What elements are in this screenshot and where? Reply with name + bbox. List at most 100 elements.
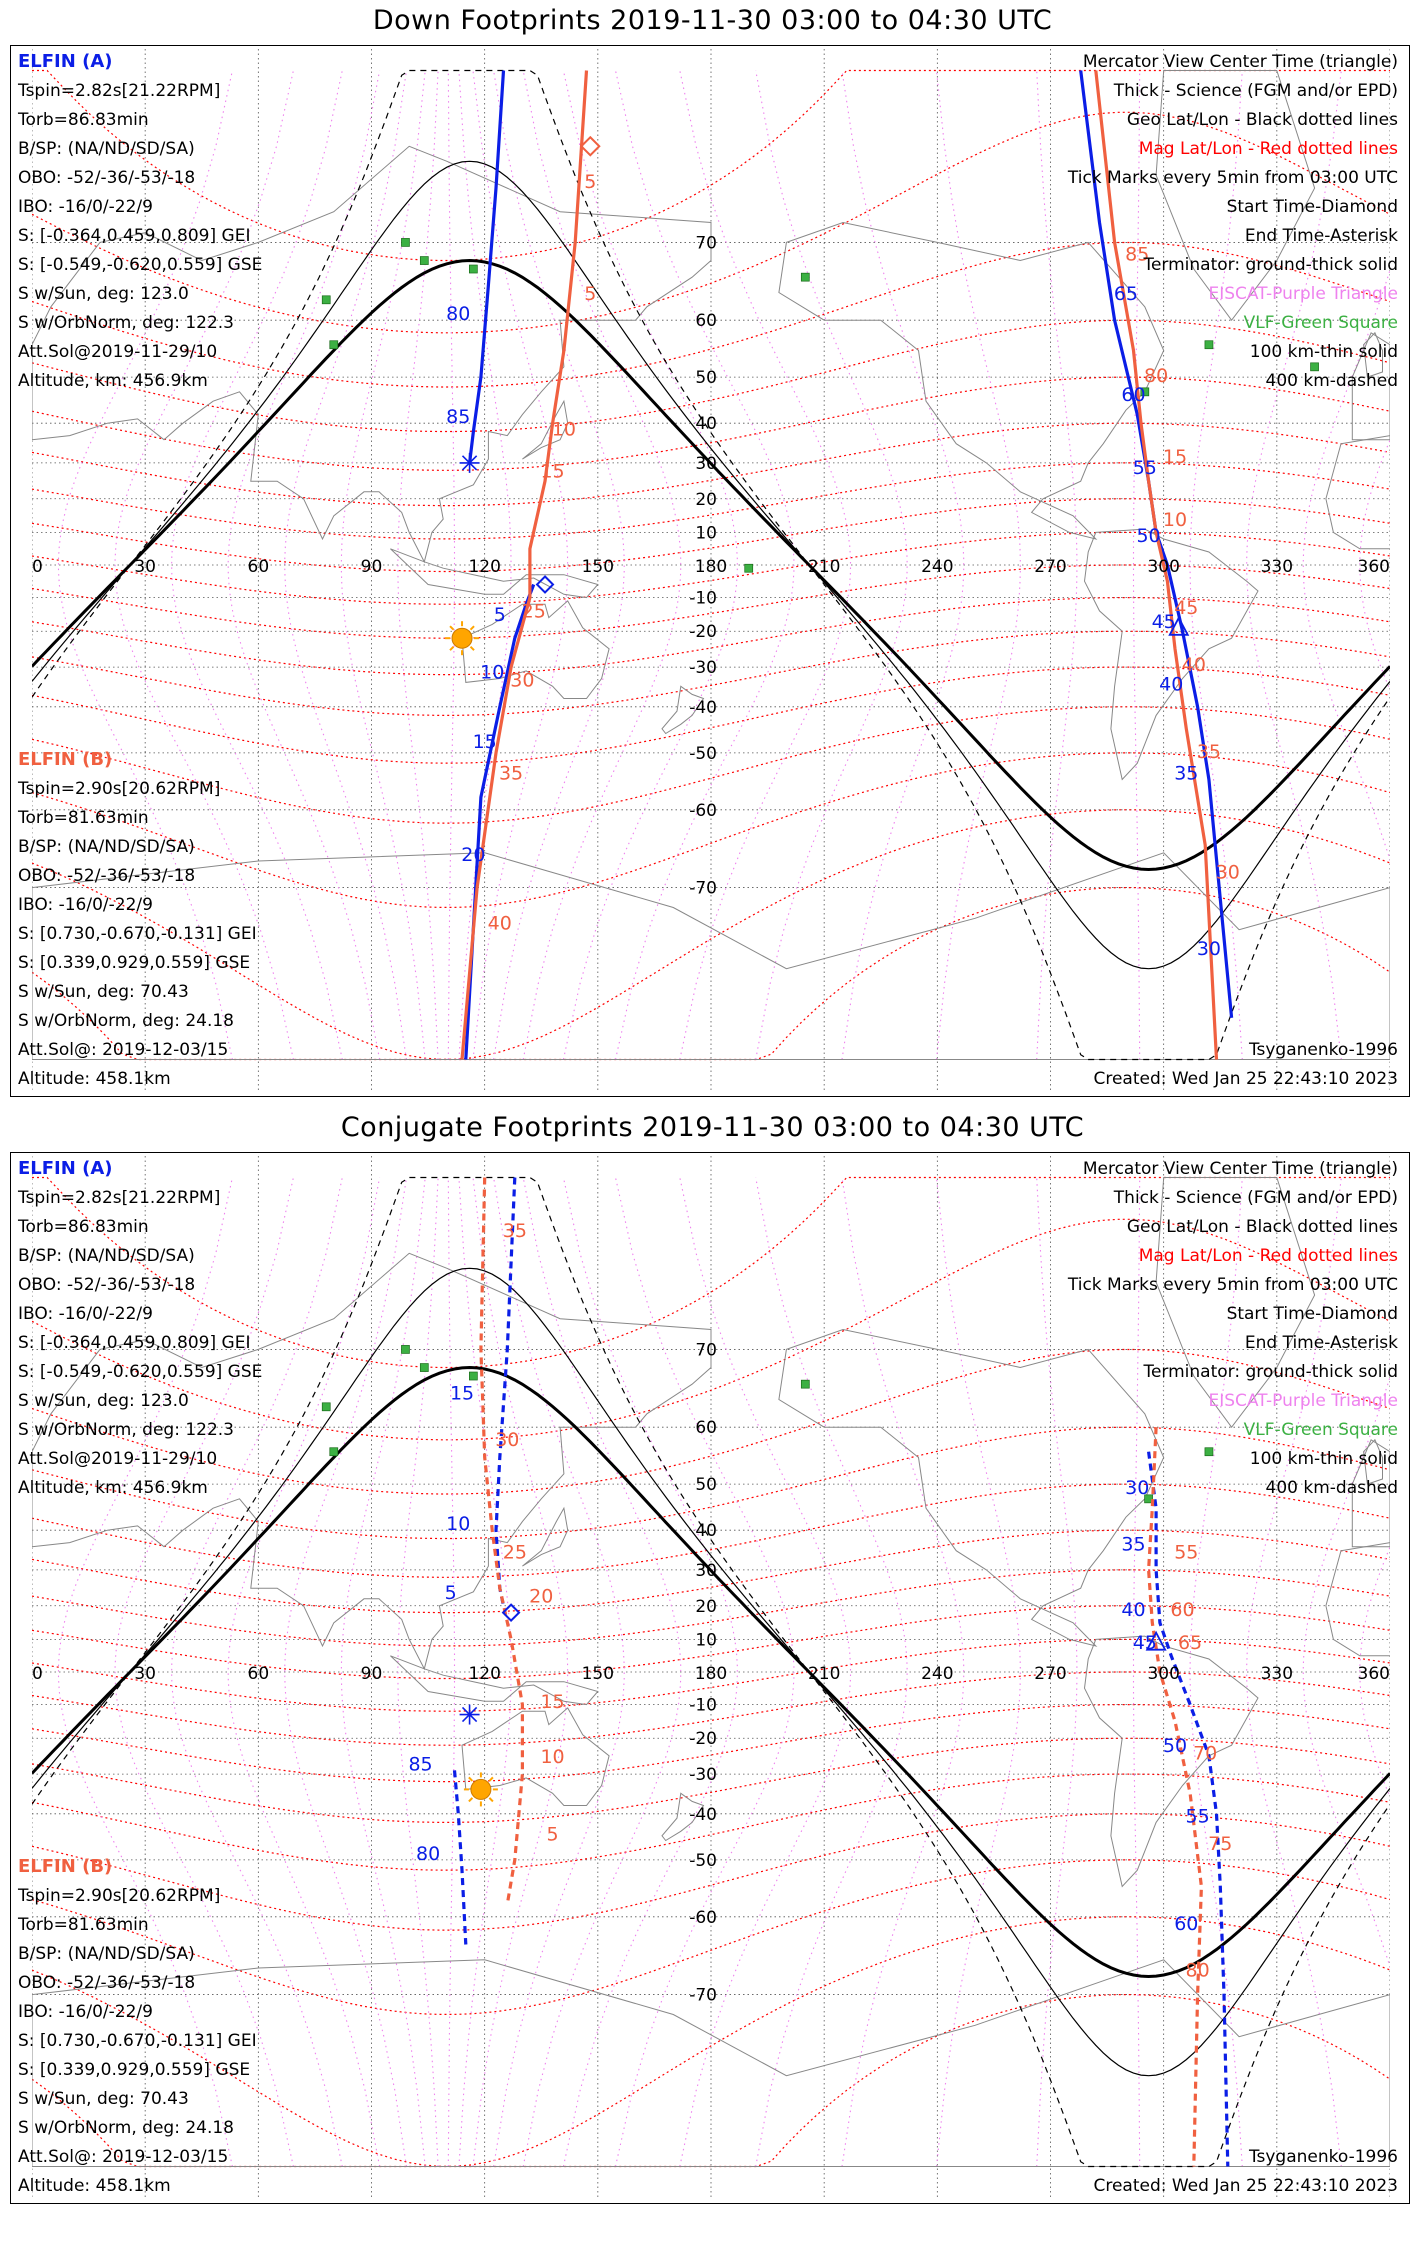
mag-longitude-line	[472, 70, 569, 1060]
mag-latitude-line	[32, 422, 1390, 507]
longitude-label: 270	[1034, 557, 1066, 577]
latitude-label: -60	[689, 1908, 717, 1928]
latitude-label: 30	[695, 454, 717, 474]
vlf-station-marker	[1310, 362, 1319, 372]
elfin-a-info-line: Altitude, km: 456.9km	[18, 1478, 208, 1498]
elfin-a-heading: ELFIN (A)	[18, 51, 112, 72]
legend-line: End Time-Asterisk	[1245, 226, 1398, 246]
elfin-b-info-line: S w/OrbNorm, deg: 24.18	[18, 2118, 234, 2138]
elfin-b-tick-label: 5	[584, 171, 596, 193]
mag-latitude-line	[32, 376, 1390, 471]
down-map: 8085510152065605550454035305510152530354…	[17, 49, 1398, 1091]
sun-ray	[469, 645, 475, 651]
latitude-label: -30	[689, 658, 717, 678]
latitude-label: 30	[695, 1561, 717, 1581]
elfin-a-tick-label: 5	[494, 604, 506, 626]
elfin-a-info-line: OBO: -52/-36/-53/-18	[18, 168, 195, 188]
longitude-label: 0	[32, 557, 43, 577]
longitude-label: 360	[1358, 1664, 1390, 1684]
mag-longitude-line	[614, 1177, 795, 2167]
legend-line: Mercator View Center Time (triangle)	[1083, 1159, 1398, 1179]
mag-longitude-line	[1036, 1177, 1078, 2167]
view-center-triangle	[1168, 615, 1190, 636]
elfin-b-tick-label: 30	[495, 1429, 519, 1451]
mag-longitude-line	[614, 70, 795, 1060]
elfin-b-tick-label: 10	[552, 419, 576, 441]
elfin-b-tick-label: 15	[1163, 446, 1187, 468]
elfin-b-tick-label: 20	[529, 1585, 553, 1607]
mag-latitude-line	[32, 1348, 1390, 1495]
longitude-label: 210	[808, 557, 840, 577]
elfin-a-tick-label: 55	[1186, 1805, 1210, 1827]
elfin-a-info-line: S w/OrbNorm, deg: 122.3	[18, 1420, 234, 1440]
mag-longitude-line	[447, 70, 456, 1060]
coastline	[522, 399, 569, 460]
mag-longitude-line	[1036, 70, 1078, 1060]
coastline	[661, 685, 705, 735]
elfin-a-info-line: B/SP: (NA/ND/SD/SA)	[18, 139, 195, 159]
elfin-b-heading: ELFIN (B)	[18, 1856, 112, 1877]
mag-latitude-line	[32, 752, 1390, 908]
mag-longitude-line	[447, 1177, 456, 2167]
vlf-station-marker	[1140, 387, 1150, 397]
longitude-label: 300	[1147, 1664, 1179, 1684]
coastline	[1325, 435, 1390, 550]
legend-line: Tick Marks every 5min from 03:00 UTC	[1067, 1275, 1398, 1295]
map-clip-group: 1510585803035404550556035302520151055560…	[32, 1156, 1390, 2198]
coastline	[1363, 331, 1383, 378]
elfin-b-tick-label: 55	[1174, 1541, 1198, 1563]
elfin-b-info-line: S w/OrbNorm, deg: 24.18	[18, 1011, 234, 1031]
elfin-a-info-line: IBO: -16/0/-22/9	[18, 197, 153, 217]
longitude-label: 360	[1358, 557, 1390, 577]
latitude-label: 10	[695, 523, 717, 543]
longitude-label: 210	[808, 1664, 840, 1684]
elfin-b-tick-label: 35	[503, 1220, 527, 1242]
elfin-a-info-line: S: [-0.549,-0.620,0.559] GSE	[18, 255, 262, 275]
elfin-b-tick-label: 30	[510, 669, 534, 691]
vlf-station-marker	[744, 563, 754, 573]
coastline	[1155, 70, 1316, 322]
latitude-label: -20	[689, 1729, 717, 1749]
legend-line: Geo Lat/Lon - Black dotted lines	[1127, 110, 1398, 130]
mag-latitude-line	[32, 1916, 1390, 2167]
mag-latitude-line	[32, 1859, 1390, 2015]
elfin-a-info-line: Att.Sol@2019-11-29/10	[18, 1449, 217, 1469]
mag-latitude-line	[32, 1569, 1390, 1647]
latitude-label: 50	[695, 368, 717, 388]
legend-line: EISCAT-Purple Triangle	[1208, 1391, 1398, 1411]
terminator-100km	[32, 160, 1390, 970]
coastline	[1155, 1177, 1316, 1429]
latitude-label: -50	[689, 1851, 717, 1871]
elfin-a-info-line: S: [-0.364,0.459,0.809] GEI	[18, 1333, 250, 1353]
elfin-b-info-line: Torb=81.63min	[17, 1915, 149, 1935]
coastline	[32, 852, 1390, 1060]
elfin-b-tick-label: 30	[1216, 861, 1240, 883]
longitude-label: 240	[921, 1664, 953, 1684]
longitude-label: 60	[248, 557, 270, 577]
vlf-station-marker	[321, 295, 331, 305]
legend-line: Start Time-Diamond	[1227, 1304, 1398, 1324]
latitude-label: 60	[695, 1418, 717, 1438]
mag-longitude-line	[1246, 1177, 1342, 2167]
vlf-station-marker	[401, 238, 410, 247]
mag-longitude-line	[1132, 70, 1141, 1060]
latitude-label: -60	[689, 801, 717, 821]
elfin-b-tick-label: 40	[488, 913, 512, 935]
elfin-b-info-line: S: [0.730,-0.670,-0.131] GEI	[18, 2031, 257, 2051]
elfin-a-info-line: Tspin=2.82s[21.22RPM]	[17, 1188, 220, 1208]
elfin-b-info-line: Altitude: 458.1km	[18, 1069, 171, 1089]
elfin-a-tick-label: 65	[1114, 283, 1138, 305]
legend-line: 100 km-thin solid	[1250, 342, 1398, 362]
elfin-b-tick-label: 15	[540, 1691, 564, 1713]
coastline	[1083, 1635, 1259, 1888]
legend-line: Mercator View Center Time (triangle)	[1083, 52, 1398, 72]
elfin-b-info-line: Att.Sol@: 2019-12-03/15	[18, 1040, 228, 1060]
legend-line: Terminator: ground-thick solid	[1142, 1362, 1398, 1382]
elfin-a-tick-label: 5	[445, 1582, 457, 1604]
mag-latitude-line	[32, 1704, 1390, 1783]
elfin-b-info-line: OBO: -52/-36/-53/-18	[18, 1973, 195, 1993]
elfin-b-tick-label: 35	[1197, 741, 1221, 763]
longitude-label: 90	[361, 1664, 383, 1684]
latitude-label: 50	[695, 1475, 717, 1495]
